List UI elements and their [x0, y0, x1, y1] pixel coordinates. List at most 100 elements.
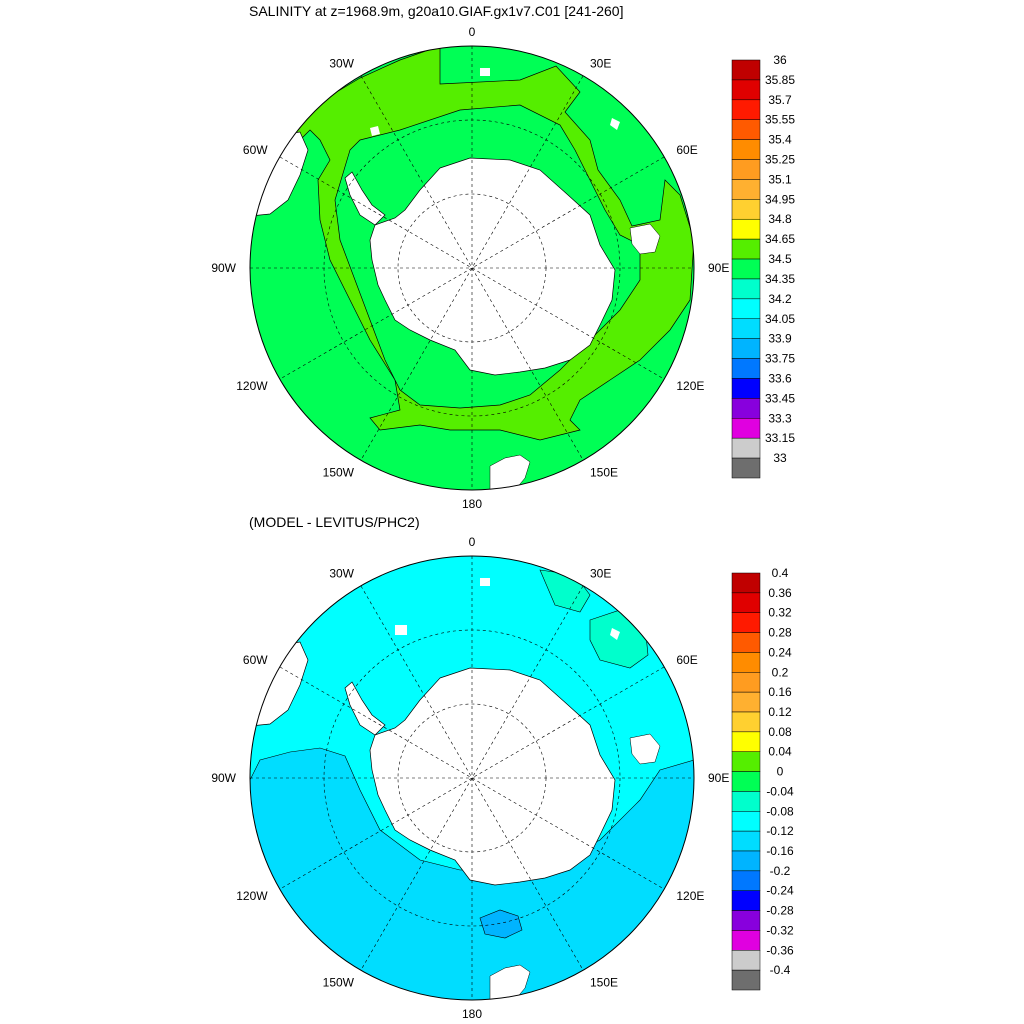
- top-map-title: SALINITY at z=1968.9m, g20a10.GIAF.gx1v7…: [249, 3, 624, 19]
- longitude-label: 180: [462, 497, 482, 511]
- colorbar-swatch: [731, 378, 761, 399]
- salinity-colorbar: 36 35.85 35.7 35.55 35.4 35.25 35.1 34.95 34.8 34…: [731, 53, 795, 479]
- colorbar-label: 34.5: [768, 252, 792, 266]
- colorbar-swatch: [731, 592, 761, 613]
- colorbar-swatch: [731, 238, 761, 260]
- colorbar-label: 36: [773, 53, 787, 67]
- colorbar-swatch: [731, 751, 761, 772]
- colorbar-swatch: [731, 457, 761, 479]
- longitude-label: 0: [469, 25, 476, 39]
- colorbar-swatch: [731, 711, 761, 733]
- colorbar-label: 33.6: [768, 371, 792, 385]
- colorbar-label: 34.05: [765, 312, 795, 326]
- longitude-label: 150W: [323, 465, 355, 479]
- colorbar-swatch: [731, 830, 761, 852]
- colorbar-swatch: [731, 79, 761, 101]
- colorbar-swatch: [731, 612, 761, 633]
- island-landmass: [610, 628, 620, 640]
- colorbar-label: 35.7: [768, 93, 792, 107]
- colorbar-label: 0.36: [768, 586, 792, 600]
- longitude-label: 150E: [590, 975, 618, 989]
- colorbar-label: -0.32: [766, 923, 794, 937]
- colorbar-swatch: [731, 59, 761, 81]
- colorbar-label: 35.85: [765, 73, 795, 87]
- graticule: [250, 556, 694, 1000]
- colorbar-label: 33.9: [768, 332, 792, 346]
- australia-landmass: [489, 454, 531, 490]
- longitude-label: 120E: [676, 889, 704, 903]
- colorbar-swatch: [731, 771, 761, 792]
- colorbar-label: -0.04: [766, 784, 794, 798]
- colorbar-label: 34.8: [768, 212, 792, 226]
- colorbar-swatch: [731, 139, 761, 160]
- colorbar-swatch: [731, 890, 761, 911]
- colorbar-label: -0.4: [770, 963, 791, 977]
- island-landmass: [395, 625, 407, 635]
- longitude-label: 120W: [236, 889, 268, 903]
- colorbar-swatch: [731, 969, 761, 991]
- colorbar-swatch: [731, 398, 761, 419]
- longitude-label: 30E: [590, 57, 611, 71]
- longitude-label: 90E: [708, 261, 729, 275]
- colorbar-label: -0.16: [766, 844, 794, 858]
- colorbar-swatch: [731, 418, 761, 439]
- longitude-label: 120W: [236, 379, 268, 393]
- longitude-label: 150E: [590, 465, 618, 479]
- colorbar-label: 0.32: [768, 606, 792, 620]
- colorbar-label: -0.08: [766, 804, 794, 818]
- colorbar-swatch: [731, 791, 761, 812]
- colorbar-label: -0.24: [766, 884, 794, 898]
- longitude-label: 60W: [243, 143, 268, 157]
- island-landmass: [480, 578, 490, 586]
- longitude-label: 150W: [323, 975, 355, 989]
- colorbar-label: 0.16: [768, 685, 792, 699]
- longitude-label: 30W: [329, 57, 354, 71]
- longitude-label: 0: [469, 535, 476, 549]
- colorbar-label: 35.55: [765, 113, 795, 127]
- map-boundary: [249, 45, 695, 491]
- colorbar-swatch: [731, 218, 761, 240]
- colorbar-swatch: [731, 910, 761, 931]
- colorbar-swatch: [731, 811, 761, 832]
- colorbar-label: 33: [773, 451, 787, 465]
- colorbar-swatch: [731, 572, 761, 594]
- salinity-difference-polar-map: 0 30E 60E 90E 120E 150E 180 150W 120W 90W 60W 30W: [211, 535, 729, 1021]
- island-landmass: [480, 68, 490, 76]
- colorbar-label: 0.08: [768, 725, 792, 739]
- colorbar-label: 34.65: [765, 232, 795, 246]
- colorbar-label: 34.2: [768, 292, 792, 306]
- longitude-label: 60E: [676, 143, 697, 157]
- bottom-map-title: (MODEL - LEVITUS/PHC2): [249, 514, 420, 530]
- colorbar-swatch: [731, 672, 761, 693]
- colorbar-label: 0.04: [768, 745, 792, 759]
- colorbar-swatch: [731, 691, 761, 713]
- colorbar-swatch: [731, 199, 761, 220]
- colorbar-swatch: [731, 258, 761, 280]
- longitude-label: 120E: [676, 379, 704, 393]
- colorbar-label: 0: [777, 765, 784, 779]
- colorbar-swatch: [731, 850, 761, 872]
- colorbar-label: 33.15: [765, 431, 795, 445]
- difference-band-low: [479, 909, 523, 939]
- antarctica-landmass: [369, 667, 616, 886]
- colorbar-label: -0.12: [766, 824, 794, 838]
- longitude-label: 90W: [211, 261, 236, 275]
- salinity-polar-map: 0 30E 60E 90E 120E 150E 180 150W 120W 90W 60W 30W: [211, 25, 729, 511]
- longitude-label: 30E: [590, 567, 611, 581]
- colorbar-label: -0.28: [766, 904, 794, 918]
- colorbar-label: 0.2: [772, 665, 789, 679]
- colorbar-swatch: [731, 278, 761, 300]
- colorbar-swatch: [731, 179, 761, 200]
- australia-landmass: [489, 964, 531, 1000]
- colorbar-label: 0.28: [768, 626, 792, 640]
- colorbar-swatch: [731, 632, 761, 653]
- island-landmass: [629, 223, 661, 255]
- island-landmass: [610, 118, 620, 130]
- colorbar-swatch: [731, 298, 761, 320]
- colorbar-swatch: [731, 159, 761, 180]
- difference-colorbar: 0.4 0.36 0.32 0.28 0.24 0.2 0.16 0.12 0.08 0.04 0 -…: [731, 566, 794, 991]
- colorbar-label: 34.95: [765, 192, 795, 206]
- longitude-label: 60E: [676, 653, 697, 667]
- colorbar-swatch: [731, 930, 761, 951]
